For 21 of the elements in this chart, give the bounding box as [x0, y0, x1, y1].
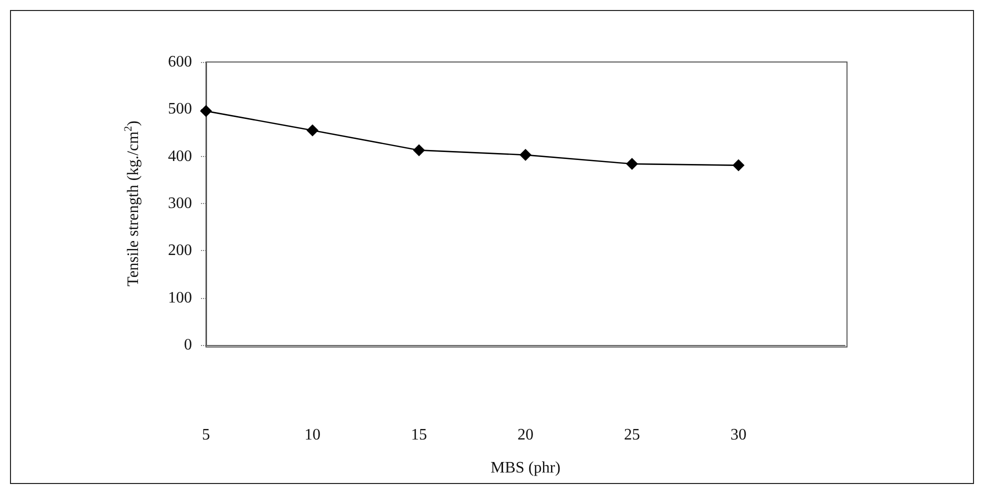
x-tick-label: 15	[411, 426, 427, 444]
x-tick-label: 10	[304, 426, 320, 444]
y-tick-label: 600	[168, 54, 192, 70]
y-tick-label: 500	[168, 100, 192, 118]
y-axis-title: Tensile strength (kg./cm2)	[122, 120, 142, 286]
point	[306, 124, 318, 136]
point	[200, 105, 212, 118]
x-axis-title: MBS (phr)	[490, 460, 560, 476]
x-tick-label: 5	[202, 426, 210, 444]
x-tick-label: 30	[730, 426, 746, 444]
point	[626, 158, 638, 170]
y-tick-label: 0	[184, 336, 192, 354]
point	[413, 144, 425, 156]
y-tick-label: 100	[168, 289, 192, 306]
y-tick-label: 200	[168, 242, 192, 260]
x-tick-label: 20	[518, 426, 534, 444]
point	[732, 159, 744, 172]
y-tick-label: 300	[168, 195, 192, 212]
y-tick-label: 400	[168, 148, 192, 165]
point	[520, 148, 532, 161]
x-tick-label: 25	[624, 426, 640, 444]
